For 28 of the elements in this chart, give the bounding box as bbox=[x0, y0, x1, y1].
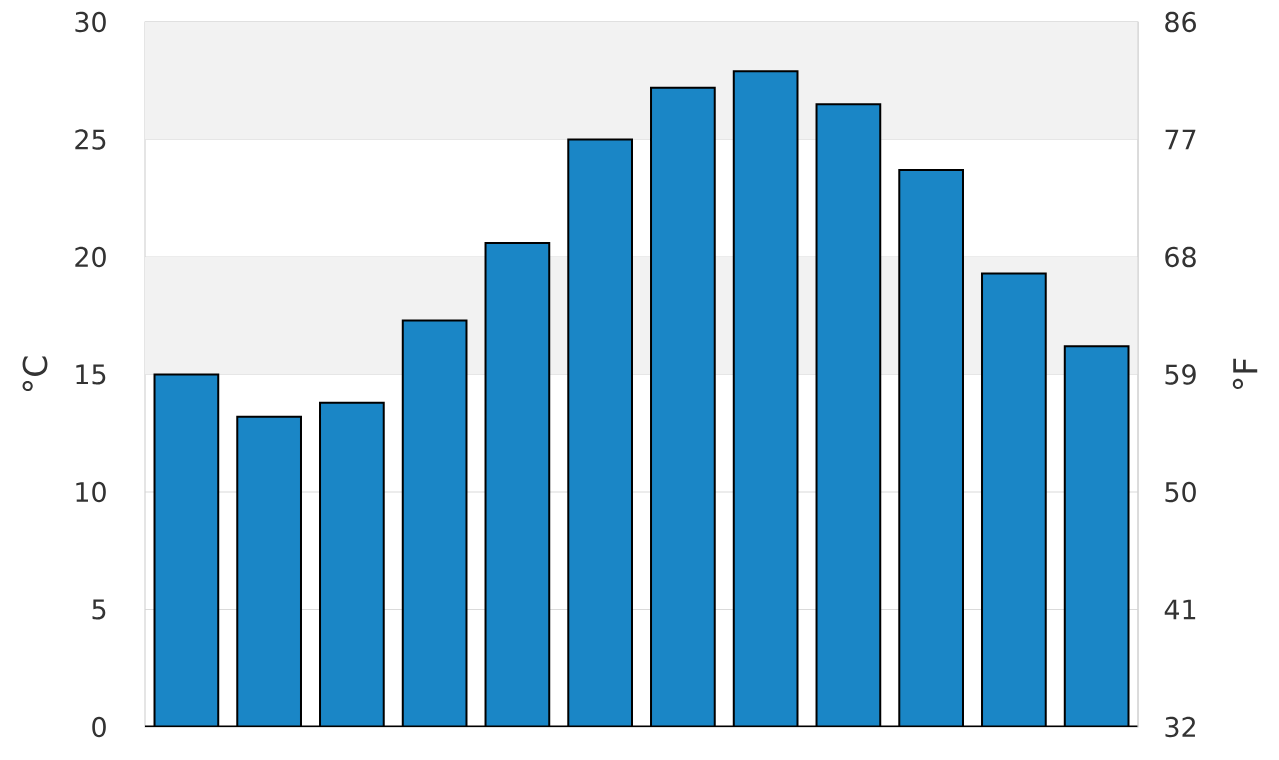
bar bbox=[153, 373, 220, 727]
bar bbox=[650, 86, 716, 727]
bar bbox=[1063, 345, 1130, 727]
y-tick-label: 15 bbox=[76, 364, 106, 385]
y-axis-title: °C bbox=[22, 356, 48, 392]
y2-tick-label: 41 bbox=[1164, 599, 1196, 620]
bar bbox=[898, 169, 964, 727]
bar bbox=[981, 272, 1047, 727]
y2-tick-label: 59 bbox=[1165, 364, 1196, 385]
y-tick-label: 30 bbox=[75, 11, 106, 33]
y2-tick-label: 86 bbox=[1165, 11, 1196, 33]
y-tick-label: 10 bbox=[76, 481, 106, 503]
bar bbox=[236, 415, 302, 727]
y2-tick-label: 32 bbox=[1165, 716, 1195, 738]
y2-tick-label: 68 bbox=[1165, 246, 1196, 268]
y-tick-label: 0 bbox=[92, 716, 106, 738]
bar bbox=[567, 138, 633, 727]
bar bbox=[732, 70, 799, 727]
y2-axis-title: °F bbox=[1232, 358, 1258, 390]
y-tick-label: 20 bbox=[75, 246, 106, 268]
bar bbox=[815, 103, 882, 727]
y2-tick-label: 77 bbox=[1165, 129, 1196, 150]
y2-tick-label: 50 bbox=[1165, 481, 1196, 503]
y-tick-label: 5 bbox=[92, 599, 106, 620]
bar bbox=[319, 401, 385, 727]
y-tick-label: 25 bbox=[75, 129, 106, 150]
bar bbox=[484, 241, 551, 727]
bar bbox=[401, 319, 468, 727]
